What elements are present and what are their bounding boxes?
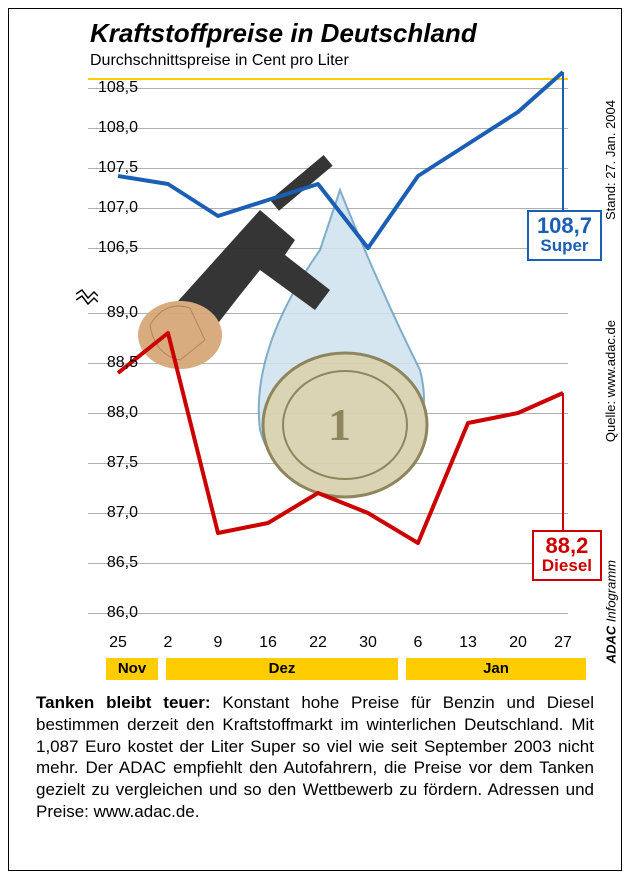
credit-brand: ADAC Infogramm	[603, 560, 618, 663]
axis-break-icon	[76, 288, 98, 306]
x-tick-label: 25	[109, 634, 127, 652]
credit-stand: Stand: 27. Jan. 2004	[603, 100, 618, 220]
chart-subtitle: Durchschnittspreise in Cent pro Liter	[90, 52, 349, 70]
x-tick-label: 16	[259, 634, 277, 652]
x-tick-label: 13	[459, 634, 477, 652]
month-label: Nov	[106, 658, 158, 680]
callout-super-value: 108,7	[537, 214, 592, 237]
y-tick-label: 86,5	[107, 554, 138, 572]
y-tick-label: 107,0	[98, 199, 138, 217]
y-tick-label: 86,0	[107, 604, 138, 622]
y-tick-label: 87,0	[107, 504, 138, 522]
line-super	[118, 72, 563, 248]
callout-super: 108,7 Super	[527, 210, 602, 261]
caption-body: Konstant hohe Preise für Benzin und Dies…	[36, 693, 594, 821]
credit-quelle: Quelle: www.adac.de	[603, 320, 618, 442]
credit-brand-suffix: Infogramm	[603, 560, 618, 626]
callout-diesel-value: 88,2	[542, 534, 592, 557]
x-tick-label: 6	[414, 634, 423, 652]
x-tick-label: 20	[509, 634, 527, 652]
x-tick-label: 9	[214, 634, 223, 652]
credits-block: Stand: 27. Jan. 2004 Quelle: www.adac.de…	[598, 100, 618, 620]
chart-lines-svg	[88, 78, 568, 628]
callout-diesel: 88,2 Diesel	[532, 530, 602, 581]
callout-super-label: Super	[537, 237, 592, 255]
y-tick-label: 107,5	[98, 159, 138, 177]
y-tick-label: 108,5	[98, 79, 138, 97]
y-tick-label: 106,5	[98, 239, 138, 257]
x-tick-label: 2	[164, 634, 173, 652]
y-tick-label: 108,0	[98, 119, 138, 137]
line-diesel	[118, 333, 563, 543]
callout-diesel-label: Diesel	[542, 557, 592, 575]
month-label: Jan	[406, 658, 586, 680]
y-tick-label: 88,0	[107, 404, 138, 422]
x-tick-label: 30	[359, 634, 377, 652]
x-tick-label: 22	[309, 634, 327, 652]
credit-brand-name: ADAC	[603, 626, 618, 664]
caption-text: Tanken bleibt teuer: Konstant hohe Preis…	[36, 692, 594, 823]
x-tick-label: 27	[554, 634, 572, 652]
y-tick-label: 87,5	[107, 454, 138, 472]
chart-title: Kraftstoffpreise in Deutschland	[90, 18, 477, 49]
y-tick-label: 89,0	[107, 304, 138, 322]
month-label: Dez	[166, 658, 398, 680]
y-tick-label: 88,5	[107, 354, 138, 372]
caption-lead: Tanken bleibt teuer:	[36, 693, 211, 712]
